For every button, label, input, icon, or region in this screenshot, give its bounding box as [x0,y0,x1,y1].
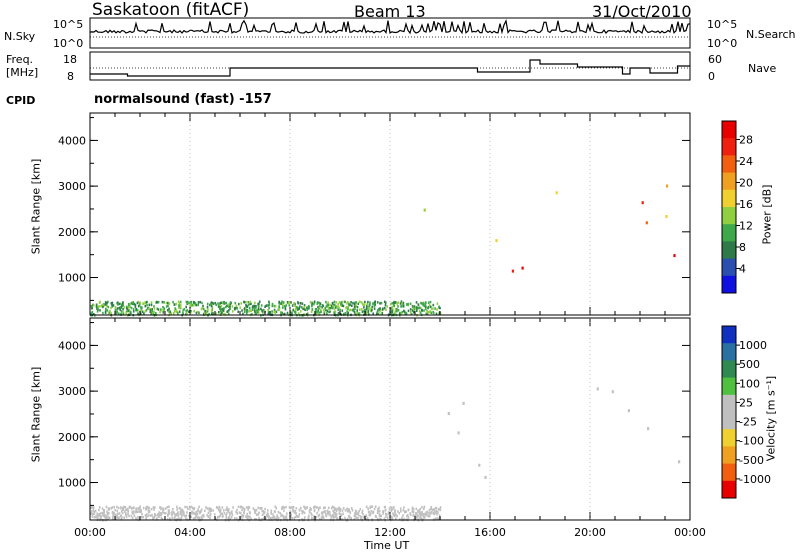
velocity-colorbar-segment [722,480,736,499]
beam-title: Beam 13 [354,2,426,21]
velocity-colorbar-segment [722,360,736,379]
x-tick-label: 08:00 [274,526,306,539]
power-colorbar-segment [722,258,736,277]
velocity-ytick-label: 3000 [58,385,86,398]
velocity-colorbar-segment [722,326,736,344]
power-colorbar-tick-label: 20 [739,177,753,190]
noise-left-tick-bottom: 10^0 [53,37,84,50]
freq-tick-bottom: 8 [67,70,74,83]
velocity-colorbar-segment [722,343,736,361]
power-colorbar-frame [721,120,737,294]
x-axis-label: Time UT [364,539,410,552]
power-colorbar-segment [722,207,736,225]
noise-left-label: N.Sky [4,30,36,43]
power-colorbar-segment [722,138,736,156]
velocity-colorbar-segment [722,446,736,465]
power-colorbar-segment [722,155,736,174]
nave-tick-top: 60 [708,53,722,66]
power-colorbar-tick-label: 8 [739,241,746,254]
power-colorbar-tick-label: 12 [739,220,753,233]
velocity-colorbar-tick-label: 25 [739,396,753,409]
velocity-colorbar-segment [722,394,736,413]
cpid-label: CPID [6,94,36,107]
power-colorbar-segment [722,121,736,139]
power-ytick-label: 2000 [58,226,86,239]
velocity-colorbar-segment [722,412,736,430]
velocity-colorbar-tick-label: 1000 [739,339,767,352]
x-tick-label: 16:00 [474,526,506,539]
velocity-scatter-cells [90,387,681,522]
freq-tick-top: 18 [63,53,77,66]
power-colorbar-tick-label: 4 [739,263,746,276]
x-tick-label: 12:00 [374,526,406,539]
noise-panel-frame [89,17,691,49]
power-colorbar-segment [722,172,736,191]
power-colorbar-segment [722,189,736,208]
noise-sky-line [89,18,691,35]
x-tick-label: 04:00 [174,526,206,539]
velocity-colorbar-tick-label: -25 [739,416,757,429]
power-ytick-label: 1000 [58,272,86,285]
power-colorbar-segment [722,241,736,260]
velocity-ytick-label: 2000 [58,431,86,444]
velocity-colorbar-frame [721,325,737,499]
noise-right-tick-bottom: 10^0 [707,37,738,50]
x-tick-label: 00:00 [74,526,106,539]
velocity-colorbar-segment [722,377,736,396]
freq-label-2: [MHz] [6,66,39,79]
power-colorbar-segment [722,275,736,294]
power-colorbar-tick-label: 24 [739,155,753,168]
x-tick-label: 20:00 [574,526,606,539]
velocity-ytick-label: 1000 [58,477,86,490]
freq-line [90,59,690,77]
nave-label: Nave [748,62,777,75]
power-scatter-cells [90,184,676,317]
noise-right-tick-top: 10^5 [707,18,738,31]
velocity-colorbar-tick-label: -100 [739,435,764,448]
power-colorbar-tick-label: 16 [739,198,753,211]
x-tick-label: 00:00 [674,526,706,539]
velocity-ytick-label: 4000 [58,339,86,352]
velocity-colorbar-tick-label: 500 [739,358,760,371]
nave-tick-bottom: 0 [708,70,715,83]
velocity-colorbar-segment [722,429,736,447]
noise-right-label: N.Search [746,28,796,41]
station-title: Saskatoon (fitACF) [92,0,250,20]
velocity-colorbar-tick-label: -1000 [739,473,771,486]
power-ytick-label: 4000 [58,134,86,147]
velocity-colorbar-segment [722,463,736,482]
velocity-colorbar-tick-label: 100 [739,377,760,390]
power-colorbar-segment [722,224,736,242]
velocity-colorbar-tick-label: -500 [739,454,764,467]
power-ytick-label: 3000 [58,180,86,193]
freq-label-1: Freq. [6,53,34,66]
power-colorbar-tick-label: 28 [739,134,753,147]
date-title: 31/Oct/2010 [592,2,692,21]
cpid-text: normalsound (fast) -157 [94,92,272,107]
noise-left-tick-top: 10^5 [53,18,84,31]
